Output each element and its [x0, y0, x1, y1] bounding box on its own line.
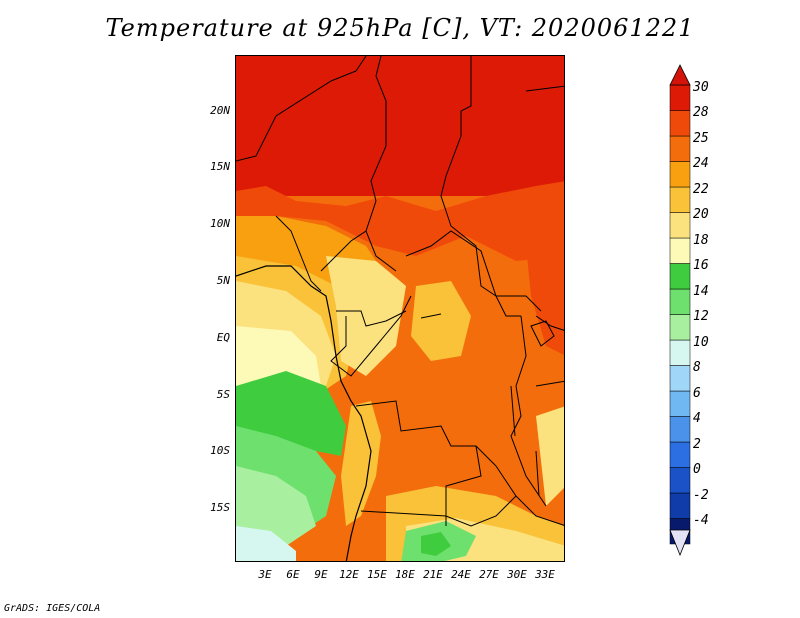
lon-label: 21E: [423, 568, 443, 581]
border-line: [440, 56, 497, 297]
field-east-hot: [526, 236, 564, 355]
colorbar-label: 8: [693, 360, 701, 375]
border-line: [275, 215, 322, 292]
colorbar-segment: [669, 288, 691, 315]
lat-label: 5N: [216, 274, 230, 287]
colorbar-segment: [669, 110, 691, 137]
colorbar-label: 30: [693, 80, 709, 95]
colorbar-segment: [669, 84, 691, 111]
lon-label: 27E: [479, 568, 499, 581]
lon-label: 18E: [395, 568, 415, 581]
colorbar-label: 4: [693, 411, 701, 426]
lat-label: EQ: [216, 331, 230, 344]
colorbar-segment: [669, 339, 691, 366]
field-congo-center: [411, 281, 471, 361]
lon-label: 12E: [339, 568, 359, 581]
border-line: [510, 315, 547, 507]
lat-label: 20N: [210, 104, 230, 117]
border-line: [405, 230, 542, 312]
border-line: [336, 310, 407, 327]
lon-label: 3E: [258, 568, 272, 581]
colorbar-segment: [669, 441, 691, 468]
lat-label: 5S: [216, 388, 230, 401]
colorbar-segment: [669, 212, 691, 239]
colorbar-segment: [669, 186, 691, 213]
field-atlantic-cold: [236, 526, 296, 561]
colorbar-segment: [669, 492, 691, 519]
colorbar-label: 14: [693, 284, 709, 299]
lake-tanganyika: [510, 385, 516, 437]
colorbar: [669, 64, 691, 557]
country-borders: [236, 56, 564, 527]
colorbar-segment: [669, 390, 691, 417]
colorbar-segment: [669, 135, 691, 162]
lon-label: 9E: [314, 568, 328, 581]
colorbar-segment: [669, 314, 691, 341]
lon-label: 15E: [367, 568, 387, 581]
lake-center: [420, 313, 442, 319]
colorbar-segment: [669, 263, 691, 290]
field-north-hot: [236, 56, 564, 196]
colorbar-segment: [669, 161, 691, 188]
lakes: [420, 313, 555, 497]
colorbar-label: 20: [693, 207, 709, 222]
border-line: [535, 315, 564, 331]
colorbar-label: 22: [693, 182, 709, 197]
colorbar-label: 18: [693, 233, 709, 248]
colorbar-over-arrow: [669, 64, 691, 86]
colorbar-under-arrow: [669, 529, 691, 557]
border-line: [535, 380, 564, 387]
colorbar-label: 0: [693, 462, 701, 477]
lat-label: 10S: [210, 444, 230, 457]
colorbar-label: 2: [693, 437, 701, 452]
map-title: Temperature at 925hPa [C], VT: 202006122…: [105, 14, 695, 42]
border-line: [320, 200, 377, 272]
map-canvas: [236, 56, 564, 561]
border-line: [495, 465, 564, 526]
border-line: [445, 445, 482, 526]
lake-malawi: [535, 450, 540, 497]
colorbar-label: 10: [693, 335, 709, 350]
lon-label: 33E: [535, 568, 555, 581]
lon-label: 30E: [507, 568, 527, 581]
colorbar-segment: [669, 237, 691, 264]
border-line: [330, 295, 412, 377]
colorbar-segment: [669, 365, 691, 392]
lat-label: 15N: [210, 160, 230, 173]
colorbar-label: 25: [693, 131, 709, 146]
colorbar-label: -2: [693, 488, 709, 503]
field-angola-coast: [341, 401, 381, 526]
colorbar-label: 6: [693, 386, 701, 401]
border-line: [525, 85, 564, 92]
border-line: [236, 56, 367, 162]
lat-label: 10N: [210, 217, 230, 230]
colorbar-label: -4: [693, 513, 709, 528]
border-line: [360, 495, 517, 527]
colorbar-label: 12: [693, 309, 709, 324]
lake-victoria: [530, 320, 555, 347]
field-kalahari-deep: [421, 532, 451, 556]
lon-label: 6E: [286, 568, 300, 581]
colorbar-label: 24: [693, 156, 709, 171]
field-sahel-band: [236, 181, 564, 261]
border-line: [370, 56, 387, 202]
border-line: [495, 295, 521, 317]
colorbar-label: 28: [693, 105, 709, 120]
footer-credit: GrADS: IGES/COLA: [4, 603, 101, 614]
border-line: [365, 230, 397, 272]
coastline: [236, 265, 372, 561]
colorbar-segment: [669, 416, 691, 443]
field-lake-region: [536, 406, 564, 506]
lon-label: 24E: [451, 568, 471, 581]
lat-label: 15S: [210, 501, 230, 514]
colorbar-label: 16: [693, 258, 709, 273]
field-coast-cool: [236, 326, 321, 391]
temperature-map: [235, 55, 565, 562]
colorbar-segment: [669, 467, 691, 494]
